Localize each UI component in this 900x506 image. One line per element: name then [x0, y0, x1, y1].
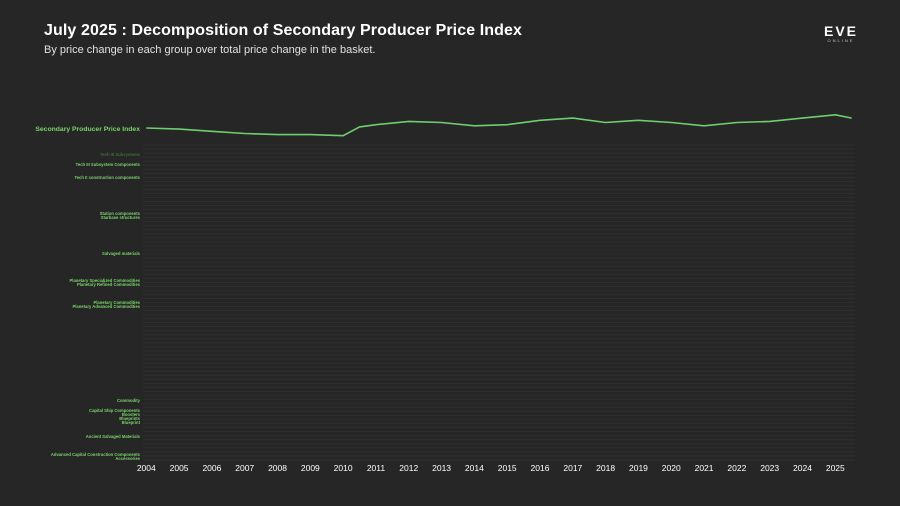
- row-label: Planetary Refined Commodities: [77, 282, 141, 287]
- row-label: Tech III Subsystem Components: [76, 162, 141, 167]
- row-label: Blueprint: [122, 420, 141, 425]
- x-tick-label: 2022: [727, 463, 746, 473]
- chart-title: July 2025 : Decomposition of Secondary P…: [44, 22, 523, 39]
- x-tick-label: 2014: [465, 463, 484, 473]
- row-label: Advanced Capital Construction Components: [51, 452, 141, 457]
- row-label: Planetary Commodities: [93, 300, 140, 305]
- x-tick-label: 2006: [202, 463, 221, 473]
- row-label: Planetary Specialized Commodities: [69, 278, 140, 283]
- row-label: Tech II construction components: [74, 175, 140, 180]
- index-label: Secondary Producer Price Index: [35, 126, 140, 133]
- logo-text: EVE: [823, 23, 858, 39]
- eve-online-logo: EVE ONLINE: [818, 24, 864, 43]
- x-tick-label: 2019: [629, 463, 648, 473]
- x-tick-label: 2021: [695, 463, 714, 473]
- x-tick-label: 2012: [399, 463, 418, 473]
- row-label: Station components: [100, 211, 141, 216]
- x-tick-label: 2020: [662, 463, 681, 473]
- row-label: Planetary Advanced Commodities: [72, 304, 140, 309]
- row-label: Capital Ship Components: [89, 408, 141, 413]
- x-tick-label: 2011: [367, 463, 386, 473]
- x-tick-label: 2023: [760, 463, 779, 473]
- x-tick-label: 2008: [268, 463, 287, 473]
- row-label: Boosters: [122, 412, 141, 417]
- x-tick-label: 2005: [170, 463, 189, 473]
- row-label: Accessories: [115, 456, 140, 461]
- row-label: Salvaged materials: [102, 251, 141, 256]
- row-label: Blueprints: [119, 416, 140, 421]
- x-tick-label: 2017: [563, 463, 582, 473]
- x-tick-label: 2016: [531, 463, 550, 473]
- logo-subtext: ONLINE: [827, 38, 855, 43]
- x-tick-label: 2015: [498, 463, 517, 473]
- row-label: Commodity: [117, 398, 141, 403]
- x-tick-label: 2007: [235, 463, 254, 473]
- x-tick-label: 2010: [334, 463, 353, 473]
- row-label: Tech III Subsystems: [100, 152, 141, 157]
- x-tick-label: 2024: [793, 463, 812, 473]
- x-tick-label: 2018: [596, 463, 615, 473]
- x-tick-label: 2009: [301, 463, 320, 473]
- row-label: Starbase structures: [101, 215, 141, 220]
- row-label: Ancient Salvaged Materials: [86, 434, 141, 439]
- index-series-line: [146, 113, 852, 137]
- x-tick-label: 2004: [137, 463, 156, 473]
- x-tick-label: 2025: [826, 463, 845, 473]
- chart-subtitle: By price change in each group over total…: [44, 44, 376, 56]
- x-tick-label: 2013: [432, 463, 451, 473]
